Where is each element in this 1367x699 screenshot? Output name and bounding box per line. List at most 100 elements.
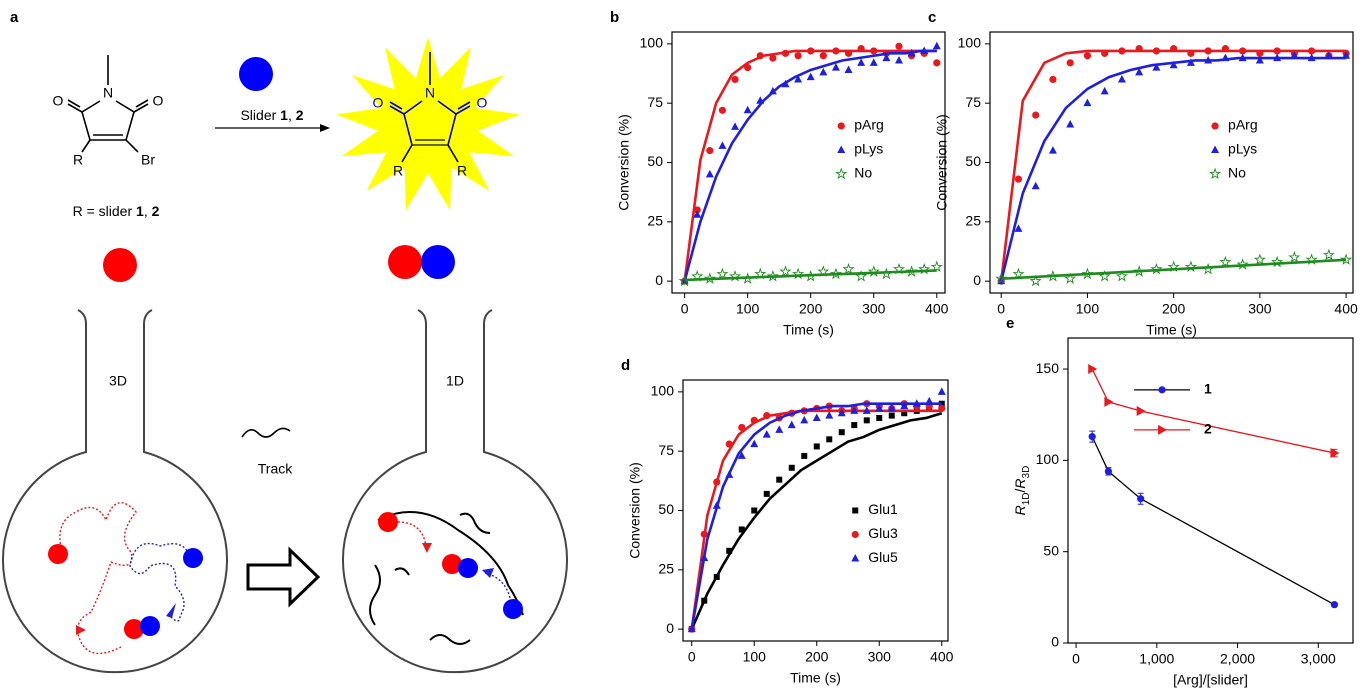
process-arrow [246, 546, 321, 608]
x-tick-label: 1,000 [1139, 651, 1174, 667]
data-point [995, 272, 1008, 284]
data-point [1202, 262, 1215, 275]
y-tick-label: 75 [965, 94, 981, 110]
blue-slider-icon [421, 245, 455, 279]
data-point [1088, 364, 1098, 375]
data-point [751, 507, 758, 514]
x-tick-label: 0 [681, 301, 689, 317]
blue-slider-icon [140, 616, 160, 636]
data-point [1184, 260, 1198, 272]
data-point [1083, 98, 1092, 107]
y-axis-label-part: / [1012, 488, 1028, 492]
y-tick-label: 0 [1051, 634, 1059, 650]
data-point [932, 41, 941, 50]
legend-label: 1 [1204, 381, 1212, 397]
data-point [918, 262, 931, 275]
data-point [779, 265, 792, 277]
tracks-1d [369, 511, 524, 645]
data-point [769, 54, 777, 62]
data-point [1253, 253, 1266, 265]
data-point [870, 47, 878, 55]
y-tick-label: 75 [658, 442, 674, 458]
fit-curve [690, 411, 943, 630]
data-point [887, 403, 896, 412]
panel-label: d [621, 357, 630, 374]
data-point [713, 573, 720, 580]
legend-marker [837, 122, 845, 130]
legend-label: 2 [1204, 421, 1212, 437]
x-tick-label: 200 [805, 649, 829, 665]
data-point [920, 46, 929, 54]
x-axis-label: [Arg]/[slider] [1173, 672, 1248, 688]
fluorescence-burst [336, 37, 520, 211]
legend-marker [1158, 386, 1166, 394]
data-point [1137, 495, 1145, 503]
data-point [781, 49, 790, 57]
plot-frame [989, 31, 1354, 294]
data-point [1204, 47, 1212, 55]
data-point [703, 272, 716, 284]
data-point [831, 63, 840, 71]
data-point [737, 451, 746, 459]
legend-label: No [1228, 165, 1246, 181]
data-point [1118, 47, 1126, 55]
data-point [1029, 274, 1042, 287]
data-point [1136, 406, 1146, 417]
data-point [1048, 146, 1057, 154]
data-point [678, 274, 691, 287]
data-point [744, 63, 752, 72]
atom-label: N [103, 85, 113, 101]
y-axis-label-part: R [1012, 478, 1028, 488]
x-tick-label: 2,000 [1220, 651, 1255, 667]
data-point [716, 267, 729, 280]
data-point [1221, 45, 1229, 53]
data-point [875, 403, 884, 412]
legend-label: No [854, 165, 872, 181]
data-point [844, 49, 853, 57]
arrowhead [76, 625, 86, 635]
data-point [787, 420, 796, 429]
fit-curve [683, 49, 937, 282]
x-tick-label: 400 [930, 649, 954, 665]
data-point [1049, 75, 1057, 84]
legend-marker [1211, 145, 1220, 153]
series-line [1091, 368, 1335, 454]
data-point [930, 260, 943, 272]
x-tick-label: 400 [925, 301, 949, 317]
data-point [1152, 63, 1161, 71]
reaction-arrowhead [320, 124, 330, 132]
data-point [763, 490, 770, 497]
data-point [857, 45, 865, 53]
data-point [1098, 270, 1111, 282]
data-point [741, 272, 754, 284]
reactant-structure [67, 55, 149, 153]
data-point [788, 464, 795, 471]
data-point [826, 436, 833, 443]
data-point [763, 411, 771, 420]
data-point [825, 411, 834, 419]
data-point [762, 430, 771, 438]
panel-label: c [928, 9, 936, 26]
data-point [1219, 255, 1232, 268]
data-point [718, 141, 727, 149]
data-point [713, 478, 721, 486]
data-point [801, 452, 808, 459]
data-point [1288, 250, 1301, 263]
blue-slider-icon [503, 599, 523, 619]
product-structure [389, 52, 471, 163]
y-axis-label-part: 1D [1021, 492, 1032, 505]
atom-label: O [373, 95, 384, 111]
data-point [1066, 59, 1074, 67]
y-axis-label: Conversion (%) [616, 114, 632, 210]
data-point [1339, 253, 1353, 265]
data-point [1104, 467, 1112, 475]
data-point [1104, 396, 1114, 407]
data-point [804, 270, 817, 282]
data-point [794, 74, 803, 83]
data-point [855, 269, 868, 282]
y-tick-label: 150 [1036, 360, 1060, 376]
data-point [1238, 53, 1247, 62]
y-axis-label: Conversion (%) [627, 462, 643, 558]
data-point [912, 399, 921, 407]
